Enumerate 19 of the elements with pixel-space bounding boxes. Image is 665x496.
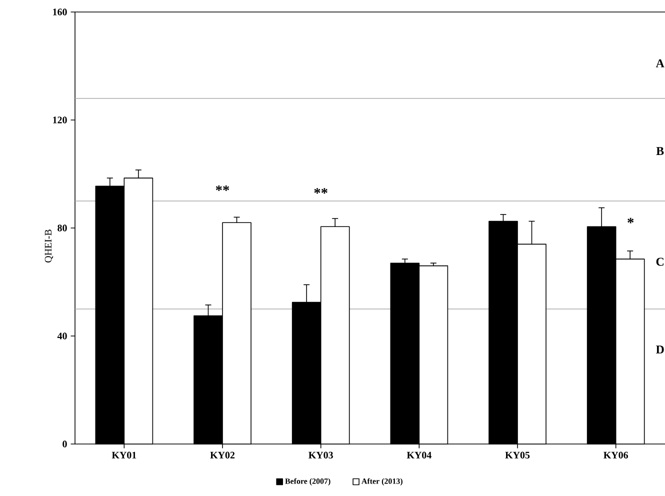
x-tick-label: KY06 — [604, 452, 628, 458]
y-tick-label: 0 — [62, 440, 67, 448]
x-tick-label: KY02 — [210, 452, 235, 458]
annotation: D — [656, 346, 664, 354]
annotation: ** — [314, 188, 328, 194]
annotation: A — [656, 59, 664, 68]
annotation: B — [656, 147, 664, 155]
y-axis-title: QHEI-B — [44, 230, 54, 262]
y-tick-label: 40 — [57, 332, 67, 340]
y-tick-label: 120 — [53, 116, 67, 124]
x-tick-label: KY01 — [112, 452, 136, 458]
x-tick-label: KY05 — [505, 452, 530, 458]
y-tick-label: 160 — [53, 8, 67, 16]
annotation: * — [628, 218, 634, 224]
y-tick-label: 80 — [58, 224, 67, 232]
annotation: C — [656, 258, 664, 266]
x-tick-label: KY03 — [308, 452, 333, 458]
annotation: ** — [216, 185, 230, 191]
x-tick-label: KY04 — [406, 452, 432, 458]
